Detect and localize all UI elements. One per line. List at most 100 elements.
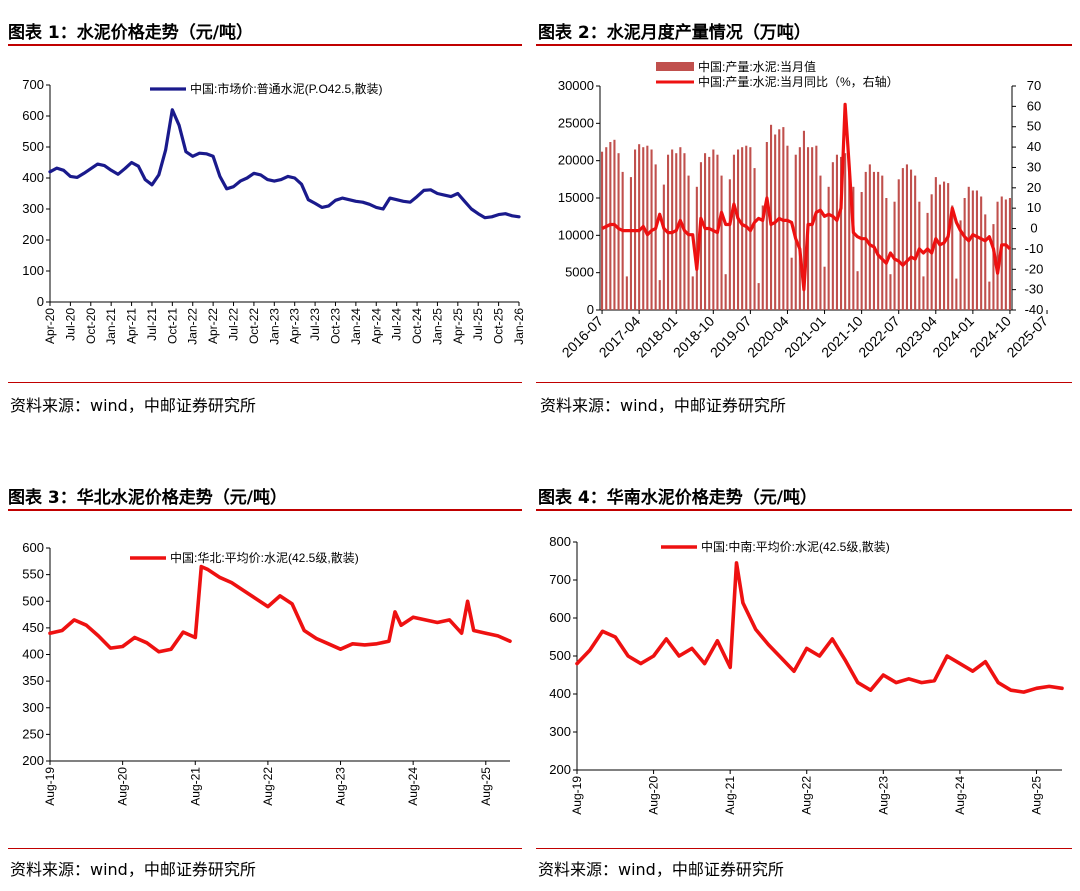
y-tick-label: 400 — [22, 170, 44, 185]
x-tick-label: Aug-25 — [1029, 776, 1043, 815]
y-tick-label: 450 — [22, 620, 44, 635]
x-tick-label: Jul-25 — [471, 308, 485, 341]
bar — [844, 153, 847, 310]
bar — [984, 214, 987, 310]
bar — [708, 156, 711, 310]
bar — [975, 190, 978, 310]
bar — [885, 198, 888, 310]
bar — [724, 274, 727, 310]
x-tick-label: Apr-21 — [125, 308, 139, 344]
x-tick-label: Aug-24 — [406, 767, 420, 806]
x-tick-label: Oct-21 — [165, 308, 179, 344]
x-tick-label: Apr-25 — [451, 308, 465, 344]
y2-tick-label: -20 — [1025, 261, 1044, 276]
x-tick-label: Jan-25 — [430, 308, 444, 345]
bar — [658, 280, 661, 310]
bar — [868, 164, 871, 310]
bar — [889, 274, 892, 310]
bar — [687, 175, 690, 310]
x-tick-label: Jan-23 — [267, 308, 281, 345]
x-tick-label: Jan-22 — [186, 308, 200, 345]
chart-4: 200 300 400 500 600 700 800 Aug-19 Aug-20 Aug-21 A… — [549, 534, 1064, 815]
bar — [943, 181, 946, 310]
x-tick-label: Oct-20 — [84, 308, 98, 344]
x-tick-label: Oct-24 — [410, 308, 424, 344]
x-tick-label: Jan-26 — [512, 308, 526, 345]
bar — [819, 175, 822, 310]
bar — [897, 179, 900, 310]
bar — [831, 162, 834, 310]
bar — [761, 205, 764, 310]
bar — [988, 281, 991, 310]
x-tick-label: Aug-25 — [479, 767, 493, 806]
y-tick-label: 300 — [22, 201, 44, 216]
bar — [629, 177, 632, 310]
bar — [893, 201, 896, 310]
source-note-2: 资料来源：wind，中邮证券研究所 — [540, 396, 786, 415]
x-tick-label: Jul-23 — [308, 308, 322, 341]
x-tick-label: Jul-21 — [145, 308, 159, 341]
bar — [786, 145, 789, 310]
source-rule-2 — [536, 382, 1072, 383]
bar — [695, 186, 698, 310]
y2-tick-label: 20 — [1027, 180, 1041, 195]
y2-tick-label: -10 — [1025, 241, 1044, 256]
bar — [971, 190, 974, 310]
bar — [967, 186, 970, 310]
bar — [625, 276, 628, 310]
y-tick-label: 300 — [549, 724, 571, 739]
figure-title-1: 图表 1：水泥价格走势（元/吨） — [8, 23, 253, 43]
bar — [679, 147, 682, 310]
bar — [757, 283, 760, 310]
y-tick-label: 350 — [22, 673, 44, 688]
y-tick-label: 10000 — [558, 227, 594, 242]
bar — [823, 266, 826, 310]
y-tick-label: 600 — [549, 610, 571, 625]
bar — [852, 186, 855, 310]
y-tick-label: 200 — [22, 753, 44, 768]
series-line — [575, 561, 1064, 694]
source-rule-4 — [536, 848, 1072, 849]
bar — [877, 171, 880, 310]
chart-1: 0 100 200 300 400 500 600 700 Apr-20 Jul-20 Oct-20… — [22, 77, 526, 345]
bar — [835, 154, 838, 310]
y-tick-label: 250 — [22, 726, 44, 741]
y-tick-label: 500 — [549, 648, 571, 663]
bar — [872, 171, 875, 310]
bar — [980, 196, 983, 310]
bar — [605, 147, 608, 310]
bar — [905, 164, 908, 310]
y2-tick-label: 10 — [1027, 200, 1041, 215]
bar — [996, 201, 999, 310]
y-tick-label: 5000 — [565, 265, 594, 280]
bar — [621, 171, 624, 310]
bar — [728, 179, 731, 310]
bar — [790, 257, 793, 310]
x-tick-label: Oct-25 — [492, 308, 506, 344]
bar — [963, 198, 966, 310]
y-tick-label: 700 — [22, 77, 44, 92]
bar — [860, 192, 863, 310]
x-tick-label: Aug-19 — [570, 776, 584, 815]
x-tick-label: Aug-21 — [188, 767, 202, 806]
title-rule-3 — [8, 509, 522, 511]
figure-title-3: 图表 3：华北水泥价格走势（元/吨） — [8, 488, 287, 508]
bar — [881, 175, 884, 310]
bar — [951, 205, 954, 310]
bar — [654, 164, 657, 310]
y2-tick-label: 30 — [1027, 159, 1041, 174]
y-tick-label: 800 — [549, 534, 571, 549]
bar — [798, 147, 801, 310]
title-rule-1 — [8, 44, 522, 46]
source-note-4: 资料来源：wind，中邮证券研究所 — [538, 860, 784, 879]
y2-tick-label: 60 — [1027, 98, 1041, 113]
x-tick-label: 2025-07 — [1003, 313, 1051, 361]
y2-tick-label: 0 — [1030, 221, 1037, 236]
bar — [671, 149, 674, 310]
bar — [922, 276, 925, 310]
bar — [802, 130, 805, 310]
bar — [856, 271, 859, 310]
bar — [732, 154, 735, 310]
chart-3: 200 250 300 350 400 450 500 550 600 Aug-19 Aug-20 A… — [22, 540, 512, 806]
x-tick-label: Oct-23 — [328, 308, 342, 344]
